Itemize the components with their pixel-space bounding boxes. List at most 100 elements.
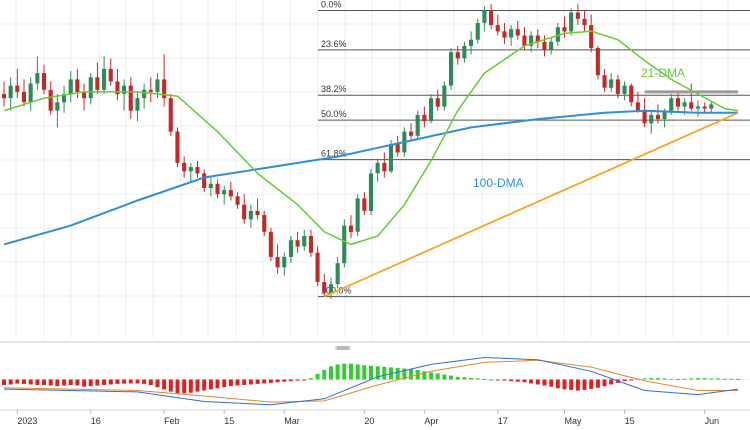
annotations: 21-DMA 100-DMA (473, 66, 685, 190)
macd-histogram-bar (569, 379, 574, 390)
candle-body (435, 98, 440, 107)
macd-histogram-bar (48, 379, 53, 386)
macd-histogram-bar (422, 371, 427, 380)
macd-histogram-bar (268, 379, 273, 383)
panel-separator[interactable] (0, 341, 750, 350)
macd-histogram-bar (228, 379, 233, 387)
candle-body (262, 215, 267, 232)
moving-averages (3, 30, 739, 298)
macd-histogram-bar (8, 379, 13, 385)
macd-histogram-bar (469, 377, 474, 380)
macd-histogram-bar (135, 379, 140, 384)
candle-body (308, 236, 313, 253)
macd-line (3, 356, 739, 406)
macd-histogram-bar (729, 378, 734, 380)
macd-histogram-bar (369, 365, 373, 380)
candle-body (675, 98, 680, 107)
candle-body (475, 23, 480, 40)
macd-histogram-bar (82, 379, 87, 387)
candle-body (88, 77, 93, 99)
candle-body (549, 41, 554, 51)
fib-level-label: 38.2% (321, 84, 347, 94)
candle-body (8, 85, 13, 99)
macd-histogram-bar (589, 379, 594, 389)
macd-histogram-bar (535, 379, 540, 385)
macd-histogram-bar (202, 379, 207, 391)
macd-histogram-bar (88, 379, 93, 387)
macd-histogram-bar (655, 378, 660, 380)
macd-histogram-bar (482, 378, 487, 380)
x-axis: 2023 16 Feb 15 Mar 20 Apr 17 May 15 Jun (16, 410, 720, 426)
macd-histogram-bar (375, 366, 380, 380)
candle-body (622, 85, 627, 94)
macd-histogram-bar (662, 378, 667, 380)
macd-histogram-bar (108, 379, 113, 385)
candle-body (28, 83, 33, 103)
resize-handle-icon[interactable] (335, 346, 351, 350)
fib-level-label: 23.6% (321, 39, 347, 49)
candle-body (35, 73, 40, 84)
macd-histogram-bar (235, 379, 240, 386)
macd-histogram-bar (722, 378, 727, 380)
macd-histogram-bar (702, 378, 707, 380)
dma100-label: 100-DMA (473, 176, 524, 190)
candle-body (268, 231, 273, 257)
candle-body (15, 85, 20, 92)
macd-histogram-bar (242, 379, 247, 385)
x-tick-label: Feb (164, 416, 180, 426)
x-tick-label: 15 (625, 416, 635, 426)
macd-histogram-bar (55, 379, 60, 387)
macd-histogram-bar (208, 379, 213, 390)
macd-histogram-bar (689, 378, 694, 380)
x-tick-label: Jun (705, 416, 720, 426)
candle-body (75, 79, 80, 92)
candle-body (422, 114, 427, 122)
support-trendline (323, 111, 739, 298)
macd-histogram-bar (62, 379, 67, 386)
x-tick-label: May (565, 416, 583, 426)
macd-histogram-bar (449, 375, 454, 380)
macd-histogram-bar (275, 379, 280, 383)
candle-body (615, 79, 620, 94)
x-tick-label: 15 (224, 416, 234, 426)
candle-body (415, 114, 420, 136)
candle-body (102, 68, 107, 90)
macd-histogram-bar (622, 379, 627, 382)
macd-histogram-bar (395, 367, 400, 380)
macd-histogram-bar (28, 379, 33, 385)
candle-body (388, 144, 393, 172)
macd-panel (0, 356, 750, 406)
candle-body (495, 25, 500, 32)
macd-histogram-bar (362, 365, 367, 380)
candle-body (429, 98, 434, 122)
fib-level-label: 50.0% (321, 109, 347, 119)
macd-histogram-bar (349, 363, 353, 380)
macd-histogram-bar (22, 379, 26, 384)
candle-body (175, 131, 180, 163)
candle-body (42, 73, 47, 90)
candle-body (522, 35, 527, 46)
macd-histogram-bar (68, 379, 73, 385)
dma21-label: 21-DMA (641, 66, 685, 80)
candle-body (282, 256, 287, 268)
dma100-line (3, 109, 738, 246)
candle-body (275, 256, 280, 268)
macd-histogram-bar (642, 378, 647, 380)
candle-body (662, 110, 667, 120)
candle-body (295, 240, 300, 247)
macd-histogram-bar (182, 379, 187, 394)
candle-body (355, 198, 360, 232)
macd-histogram-bar (402, 368, 407, 380)
candle-body (689, 102, 694, 109)
macd-histogram-bar (295, 379, 300, 381)
candle-body (55, 102, 60, 111)
candle-body (502, 31, 507, 38)
candle-body (142, 89, 147, 99)
macd-histogram-bar (302, 379, 307, 381)
macd-histogram-bar (255, 379, 260, 384)
grid-layer (0, 0, 750, 411)
macd-histogram-bar (629, 379, 634, 381)
candle-body (602, 75, 607, 88)
candle-body (322, 282, 327, 293)
macd-histogram-bar (282, 379, 287, 382)
